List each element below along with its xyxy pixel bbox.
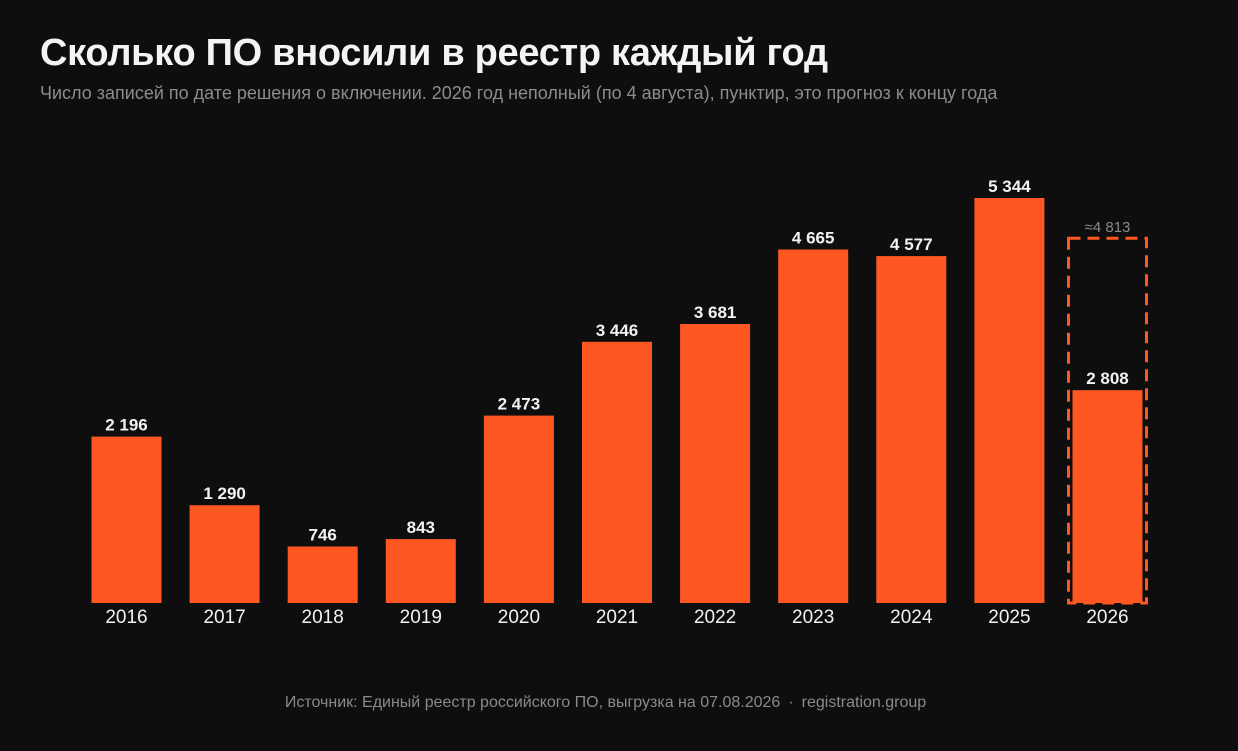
- forecast-label-2026: ≈4 813: [1085, 219, 1131, 236]
- value-label-2018: 746: [309, 526, 337, 545]
- x-tick-2025: 2025: [988, 607, 1030, 628]
- bar-2016: [91, 436, 162, 603]
- chart-subtitle: Число записей по дате решения о включени…: [40, 83, 998, 103]
- bar-2017: [189, 505, 260, 603]
- bar-2021: [582, 341, 652, 603]
- value-label-2024: 4 577: [890, 235, 933, 254]
- x-tick-2018: 2018: [302, 607, 344, 628]
- x-tick-2022: 2022: [694, 607, 736, 628]
- value-label-2023: 4 665: [792, 229, 835, 248]
- x-tick-2026: 2026: [1086, 607, 1128, 628]
- value-label-2019: 843: [407, 518, 435, 537]
- x-tick-2021: 2021: [596, 607, 638, 628]
- bar-2026: [1072, 390, 1143, 603]
- x-tick-2024: 2024: [890, 607, 933, 628]
- bar-2024: [876, 256, 947, 603]
- source-text: Источник: Единый реестр российского ПО, …: [284, 694, 781, 711]
- forecast-outline-2026: [1067, 236, 1148, 605]
- chart-title: Сколько ПО вносили в реестр каждый год: [40, 32, 828, 74]
- bar-2019: [385, 539, 456, 603]
- value-label-2022: 3 681: [694, 303, 737, 322]
- bar-2023: [778, 249, 849, 603]
- x-tick-2016: 2016: [105, 607, 147, 628]
- source-site-link[interactable]: registration.group: [801, 694, 927, 711]
- value-label-2020: 2 473: [498, 395, 541, 414]
- bar-2025: [974, 198, 1045, 603]
- x-tick-2019: 2019: [400, 607, 442, 628]
- value-label-2016: 2 196: [105, 416, 148, 435]
- x-tick-2020: 2020: [498, 607, 540, 628]
- x-tick-2017: 2017: [203, 607, 245, 628]
- source-separator: ·: [788, 694, 794, 711]
- source-note: Источник: Единый реестр российского ПО, …: [0, 694, 1211, 712]
- bar-2018: [287, 546, 358, 603]
- value-label-2025: 5 344: [988, 177, 1031, 196]
- value-label-2026: 2 808: [1086, 369, 1129, 388]
- bar-2022: [680, 324, 751, 603]
- bar-2020: [483, 415, 554, 603]
- value-label-2017: 1 290: [203, 484, 246, 503]
- x-tick-2023: 2023: [792, 607, 834, 628]
- value-label-2021: 3 446: [596, 321, 639, 340]
